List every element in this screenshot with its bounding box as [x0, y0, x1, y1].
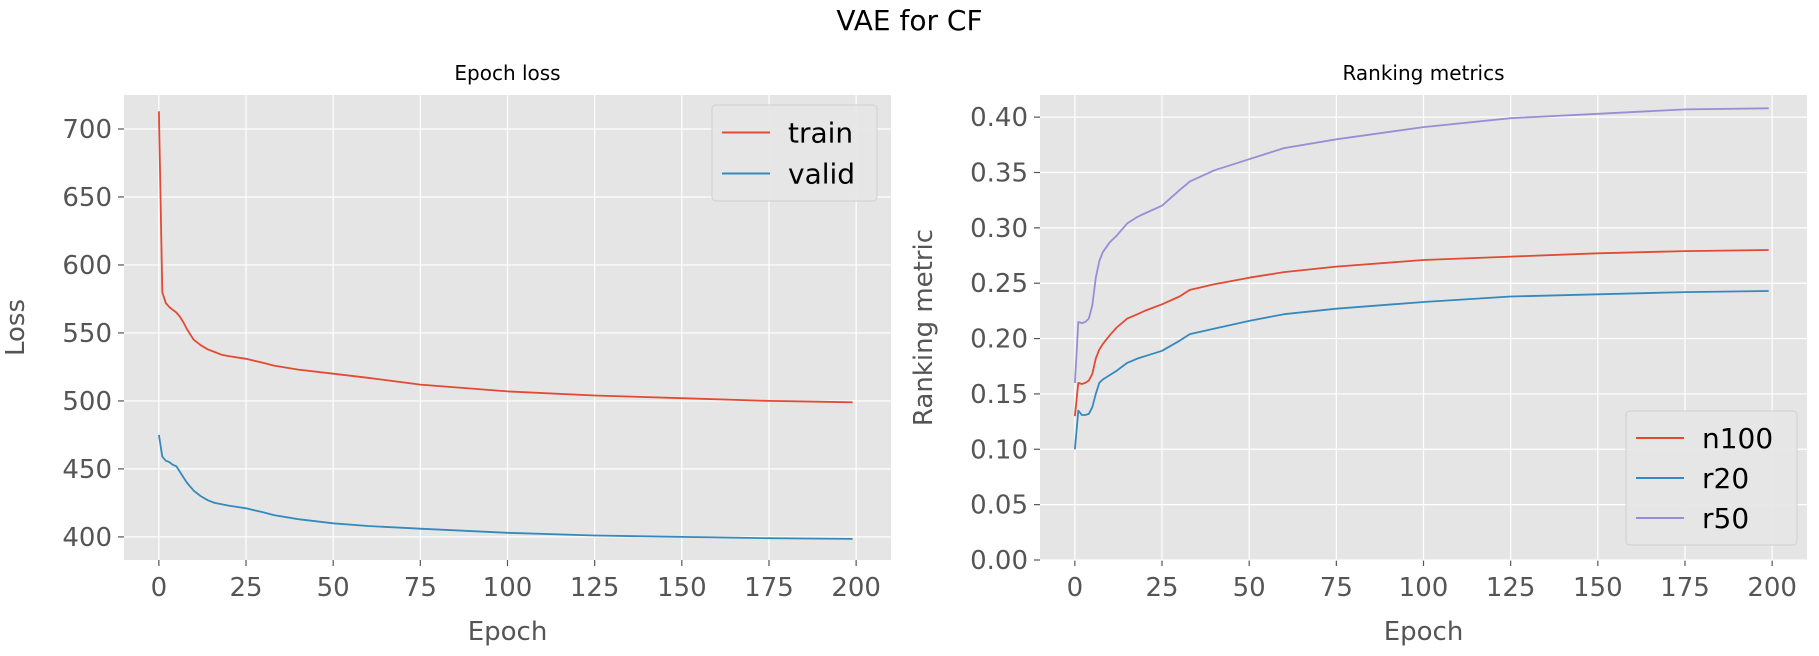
x-tick-label: 25	[229, 573, 262, 603]
legend-label-train: train	[788, 117, 853, 150]
x-axis-label: Epoch	[1384, 617, 1464, 647]
chart-title: Ranking metrics	[1342, 61, 1504, 85]
series-line-valid	[158, 434, 853, 540]
y-tick-label: 500	[62, 387, 112, 417]
x-tick-label: 150	[657, 573, 707, 603]
y-tick-label: 550	[62, 319, 112, 349]
x-tick-label: 125	[570, 573, 620, 603]
x-tick-label: 200	[831, 573, 881, 603]
x-tick-label: 200	[1747, 573, 1797, 603]
legend: train valid	[711, 104, 878, 202]
series-line-n100	[1074, 249, 1769, 417]
x-tick-label: 0	[1067, 573, 1084, 603]
y-tick-label: 650	[62, 183, 112, 213]
chart-panel-2: 0 25 50 75 100 125 150 175 200 0.00 0.05 0.10 0.15 0.…	[909, 61, 1807, 647]
y-tick-label: 0.20	[970, 325, 1028, 355]
chart-title: Epoch loss	[454, 61, 560, 85]
x-tick-label: 175	[744, 573, 794, 603]
x-tick-label: 125	[1486, 573, 1536, 603]
legend-box	[1625, 410, 1798, 546]
x-tick-label: 50	[1233, 573, 1266, 603]
legend-box	[711, 104, 878, 202]
y-tick-label: 600	[62, 251, 112, 281]
y-tick-label: 450	[62, 455, 112, 485]
y-tick-label: 0.30	[970, 214, 1028, 244]
x-tick-label: 75	[404, 573, 437, 603]
y-tick-label: 0.15	[970, 380, 1028, 410]
figure-title: VAE for CF	[836, 4, 983, 37]
y-axis-label: Loss	[1, 299, 31, 356]
legend-label-n100: n100	[1702, 422, 1773, 455]
x-tick-label: 100	[483, 573, 533, 603]
x-tick-label: 100	[1399, 573, 1449, 603]
legend-label-r20: r20	[1702, 462, 1749, 495]
y-axis-label: Ranking metric	[909, 229, 939, 426]
legend-label-r50: r50	[1702, 502, 1749, 535]
legend: n100 r20 r50	[1625, 410, 1798, 546]
y-tick-label: 0.40	[970, 103, 1028, 133]
legend-label-valid: valid	[788, 158, 855, 191]
series-line-r20	[1074, 290, 1769, 450]
y-tick-label: 0.05	[970, 491, 1028, 521]
y-tick-label: 0.25	[970, 269, 1028, 299]
y-tick-label: 0.10	[970, 435, 1028, 465]
y-tick-label: 0.00	[970, 546, 1028, 576]
chart-panel-1: 0 25 50 75 100 125 150 175 200 400 450 500 550 600 650…	[1, 61, 891, 647]
x-tick-label: 50	[317, 573, 350, 603]
x-axis-label: Epoch	[468, 617, 548, 647]
series-line-train	[158, 111, 853, 404]
y-tick-label: 700	[62, 115, 112, 145]
y-tick-label: 400	[62, 523, 112, 553]
x-tick-label: 175	[1660, 573, 1710, 603]
series-line-r50	[1074, 107, 1769, 383]
x-tick-label: 75	[1320, 573, 1353, 603]
x-tick-label: 25	[1145, 573, 1178, 603]
y-tick-label: 0.35	[970, 159, 1028, 189]
x-tick-label: 150	[1573, 573, 1623, 603]
x-tick-label: 0	[151, 573, 168, 603]
